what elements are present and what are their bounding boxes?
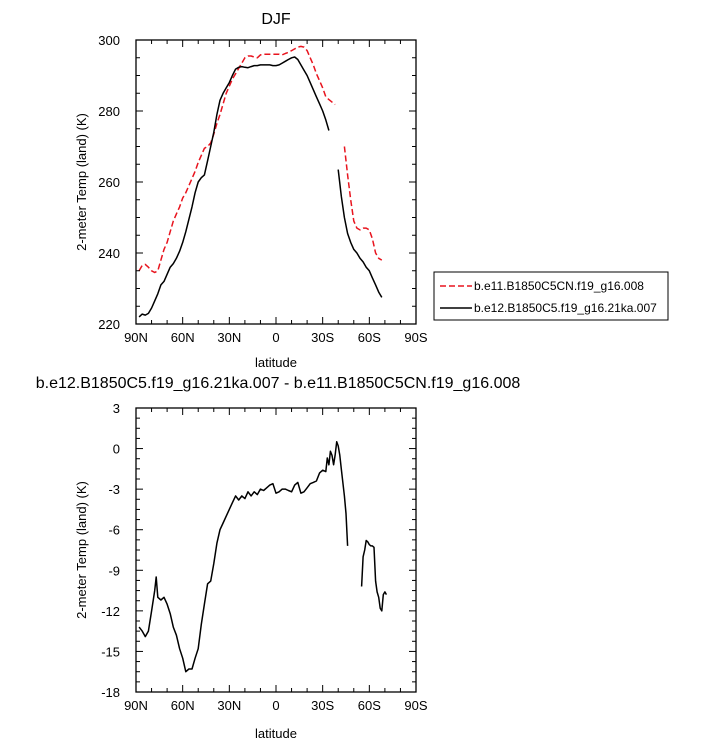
x-tick-label: 30N: [217, 330, 241, 345]
y-tick-label: -18: [101, 685, 120, 700]
y-axis-title: 2-meter Temp (land) (K): [74, 113, 89, 251]
axis-ticks: 90N 60N 30N 0 30S 60S 90S 220 240 260 280 300: [98, 33, 428, 345]
x-tick-label: 90N: [124, 330, 148, 345]
series-line: [360, 539, 388, 612]
x-tick-label: 60S: [358, 698, 381, 713]
x-tick-label: 0: [272, 330, 279, 345]
y-tick-label: 300: [98, 33, 120, 48]
axis-ticks: 90N 60N 30N 0 30S 60S 90S 3 0 -3 -6 -9 -12 -15 -18: [101, 401, 428, 713]
x-tick-label: 60N: [171, 330, 195, 345]
x-axis-title: latitude: [255, 726, 297, 741]
y-tick-label: 220: [98, 317, 120, 332]
y-tick-label: -12: [101, 604, 120, 619]
legend-label: b.e11.B1850C5CN.f19_g16.008: [474, 279, 644, 293]
y-tick-label: -3: [108, 482, 120, 497]
plot-area: [138, 441, 388, 673]
series-line: [138, 56, 330, 318]
series-line: [138, 45, 336, 274]
plot-area: [138, 45, 383, 318]
legend-label: b.e12.B1850C5.f19_g16.21ka.007: [474, 301, 657, 315]
y-tick-label: 280: [98, 104, 120, 119]
series-line: [343, 146, 383, 261]
x-tick-label: 90S: [404, 698, 427, 713]
series-line: [337, 169, 383, 298]
chart-title: b.e12.B1850C5.f19_g16.21ka.007 - b.e11.B…: [36, 375, 521, 392]
x-tick-label: 30S: [311, 330, 334, 345]
y-tick-label: 0: [113, 442, 120, 457]
series-line: [138, 441, 349, 673]
x-tick-label: 30S: [311, 698, 334, 713]
temperature-chart: DJF 90N 60N 30N 0 30S 60S 90S 220 240 260 280 300 2…: [74, 11, 669, 370]
y-tick-label: 3: [113, 401, 120, 416]
x-tick-label: 60N: [171, 698, 195, 713]
difference-chart: b.e12.B1850C5.f19_g16.21ka.007 - b.e11.B…: [36, 375, 521, 741]
x-axis-title: latitude: [255, 355, 297, 370]
x-tick-label: 30N: [217, 698, 241, 713]
legend-frame: [433, 271, 669, 321]
x-tick-label: 90S: [404, 330, 427, 345]
chart-title: DJF: [261, 11, 291, 28]
legend: b.e11.B1850C5CN.f19_g16.008 b.e12.B1850C…: [433, 271, 669, 321]
y-tick-label: 260: [98, 175, 120, 190]
y-axis-title: 2-meter Temp (land) (K): [74, 481, 89, 619]
y-tick-label: -6: [108, 523, 120, 538]
y-tick-label: -9: [108, 563, 120, 578]
x-tick-label: 0: [272, 698, 279, 713]
y-tick-label: -15: [101, 644, 120, 659]
x-tick-label: 60S: [358, 330, 381, 345]
x-tick-label: 90N: [124, 698, 148, 713]
y-tick-label: 240: [98, 246, 120, 261]
